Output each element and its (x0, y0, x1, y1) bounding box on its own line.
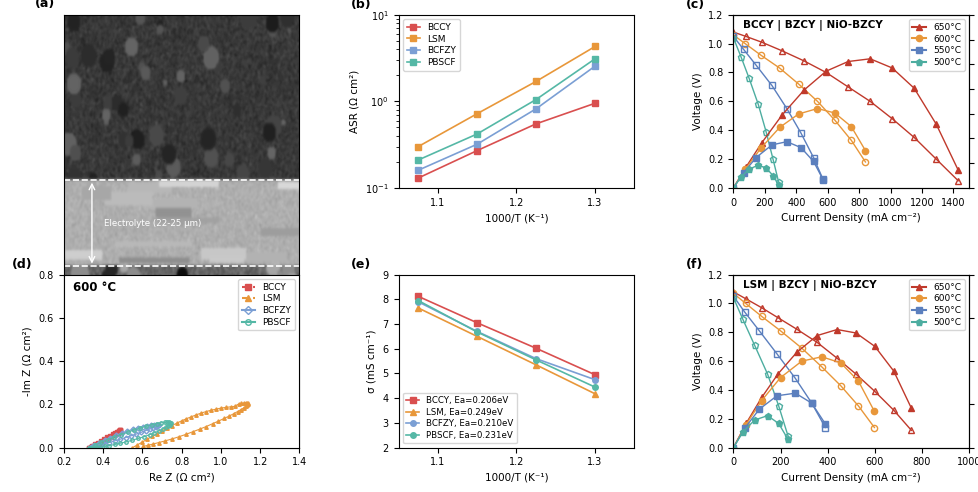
PBSCF (530, 96, 542, 102)
X-axis label: Current Density (mA cm⁻²): Current Density (mA cm⁻²) (780, 213, 920, 223)
Text: BZCY single cell: BZCY single cell (134, 412, 228, 422)
Text: 20 μm: 20 μm (75, 387, 105, 396)
BCCY (470, 148, 482, 154)
PBSCF, Ea=0.231eV (589, 384, 600, 390)
Text: (d): (d) (12, 258, 32, 271)
Text: LSM | BZCY | NiO-BZCY: LSM | BZCY | NiO-BZCY (742, 280, 875, 291)
BCFZY (530, 106, 542, 112)
PBSCF (589, 56, 600, 62)
PBSCF, Ea=0.231eV (530, 357, 542, 363)
BCCY (589, 100, 600, 106)
Text: 600 °C: 600 °C (73, 281, 116, 295)
PBSCF, Ea=0.231eV (412, 298, 423, 304)
BCCY (530, 121, 542, 127)
Legend: BCCY, Ea=0.206eV, LSM, Ea=0.249eV, BCFZY, Ea=0.210eV, PBSCF, Ea=0.231eV: BCCY, Ea=0.206eV, LSM, Ea=0.249eV, BCFZY… (402, 393, 516, 443)
LSM, Ea=0.249eV (530, 362, 542, 368)
Text: (f): (f) (686, 258, 703, 271)
BCFZY, Ea=0.210eV (470, 329, 482, 335)
Line: BCFZY, Ea=0.210eV: BCFZY, Ea=0.210eV (415, 299, 598, 382)
Legend: 650°C, 600°C, 550°C, 500°C: 650°C, 600°C, 550°C, 500°C (908, 19, 963, 71)
Line: BCFZY: BCFZY (415, 63, 598, 173)
LSM (530, 78, 542, 84)
Legend: 650°C, 600°C, 550°C, 500°C: 650°C, 600°C, 550°C, 500°C (908, 279, 963, 331)
BCFZY (589, 63, 600, 69)
Line: BCCY, Ea=0.206eV: BCCY, Ea=0.206eV (415, 294, 598, 377)
X-axis label: 1000/T (K⁻¹): 1000/T (K⁻¹) (484, 473, 548, 483)
X-axis label: Current Density (mA cm⁻²): Current Density (mA cm⁻²) (780, 473, 920, 483)
Y-axis label: Voltage (V): Voltage (V) (692, 332, 702, 390)
BCFZY, Ea=0.210eV (530, 356, 542, 362)
X-axis label: 1000/T (K⁻¹): 1000/T (K⁻¹) (484, 213, 548, 223)
BCCY, Ea=0.206eV (470, 320, 482, 326)
Y-axis label: -Im Z (Ω cm²): -Im Z (Ω cm²) (22, 326, 33, 396)
BCFZY, Ea=0.210eV (412, 299, 423, 305)
Y-axis label: Voltage (V): Voltage (V) (692, 72, 702, 130)
PBSCF, Ea=0.231eV (470, 329, 482, 335)
Text: (a): (a) (35, 0, 56, 10)
LSM (412, 144, 423, 150)
BCCY, Ea=0.206eV (412, 293, 423, 299)
Line: LSM: LSM (415, 44, 598, 150)
Text: (e): (e) (351, 258, 372, 271)
LSM, Ea=0.249eV (589, 391, 600, 397)
Line: BCCY: BCCY (415, 100, 598, 181)
Line: PBSCF: PBSCF (415, 56, 598, 163)
Line: PBSCF, Ea=0.231eV: PBSCF, Ea=0.231eV (415, 298, 598, 390)
Y-axis label: ASR (Ω cm²): ASR (Ω cm²) (349, 70, 359, 133)
Legend: BCCY, LSM, BCFZY, PBSCF: BCCY, LSM, BCFZY, PBSCF (403, 19, 460, 71)
PBSCF (470, 131, 482, 137)
BCCY, Ea=0.206eV (589, 372, 600, 378)
BCCY (412, 175, 423, 181)
Text: BCCY | BZCY | NiO-BZCY: BCCY | BZCY | NiO-BZCY (742, 20, 881, 31)
PBSCF (412, 157, 423, 163)
Legend: BCCY, LSM, BCFZY, PBSCF: BCCY, LSM, BCFZY, PBSCF (238, 279, 294, 331)
BCFZY, Ea=0.210eV (589, 377, 600, 383)
Text: (b): (b) (351, 0, 372, 11)
Line: LSM, Ea=0.249eV: LSM, Ea=0.249eV (415, 305, 598, 397)
Text: (c): (c) (686, 0, 704, 11)
Text: Electrolyte (22-25 μm): Electrolyte (22-25 μm) (104, 218, 200, 228)
LSM, Ea=0.249eV (412, 305, 423, 311)
LSM (470, 111, 482, 117)
X-axis label: Re Z (Ω cm²): Re Z (Ω cm²) (149, 473, 214, 483)
LSM (589, 44, 600, 50)
LSM, Ea=0.249eV (470, 334, 482, 339)
BCFZY (412, 167, 423, 173)
BCCY, Ea=0.206eV (530, 345, 542, 351)
BCFZY (470, 141, 482, 147)
Y-axis label: σ (mS cm⁻¹): σ (mS cm⁻¹) (367, 329, 377, 393)
